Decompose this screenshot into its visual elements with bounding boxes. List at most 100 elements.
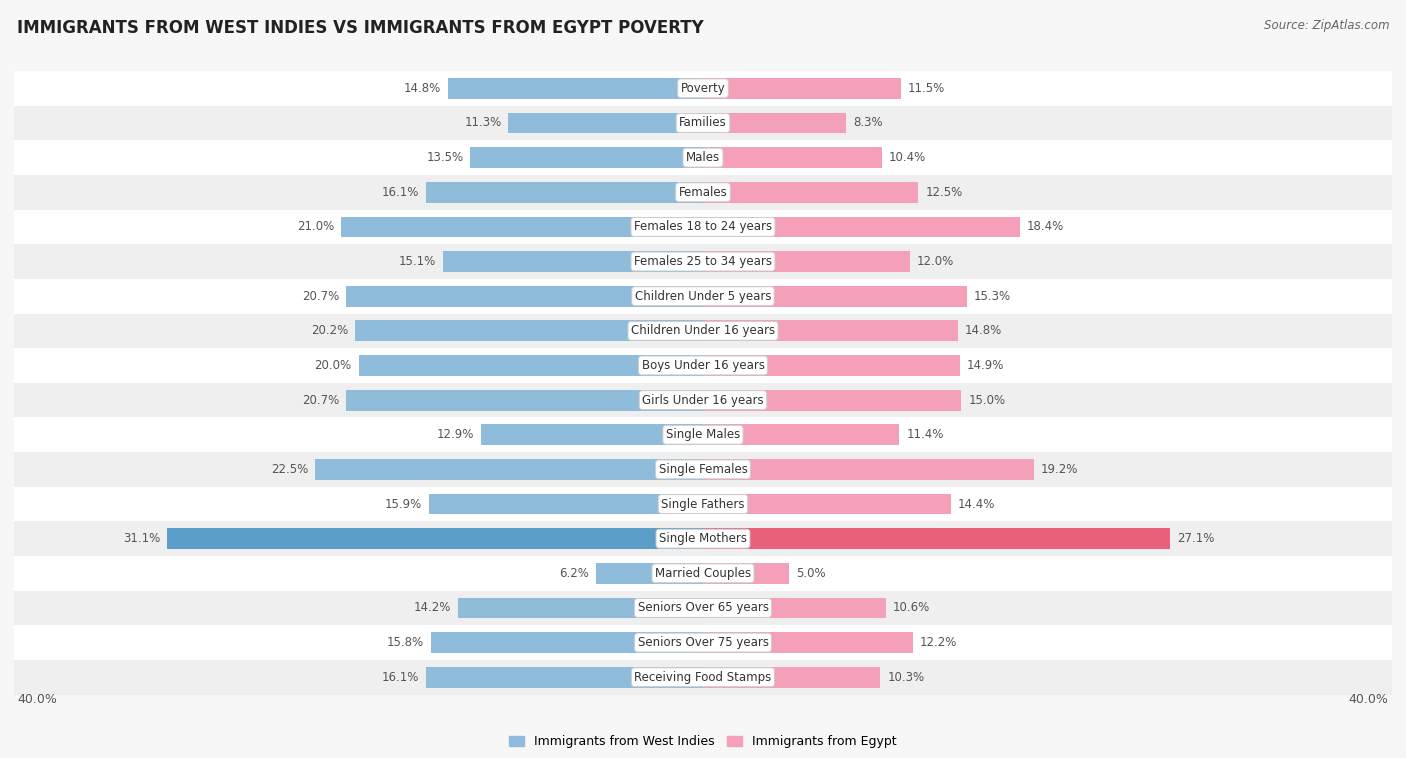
Bar — [703, 286, 966, 306]
Text: Children Under 16 years: Children Under 16 years — [631, 324, 775, 337]
Text: 20.7%: 20.7% — [302, 290, 340, 302]
Bar — [703, 355, 960, 376]
Bar — [703, 321, 957, 341]
Bar — [471, 147, 703, 168]
Text: 20.0%: 20.0% — [315, 359, 352, 372]
Text: 12.9%: 12.9% — [436, 428, 474, 441]
Bar — [443, 251, 703, 272]
Text: 13.5%: 13.5% — [426, 151, 464, 164]
Bar — [703, 667, 880, 688]
Bar — [14, 522, 1392, 556]
Bar — [356, 321, 703, 341]
Bar — [449, 78, 703, 99]
Bar — [14, 556, 1392, 590]
Text: Seniors Over 75 years: Seniors Over 75 years — [637, 636, 769, 649]
Text: 15.1%: 15.1% — [399, 255, 436, 268]
Text: Receiving Food Stamps: Receiving Food Stamps — [634, 671, 772, 684]
Bar — [430, 632, 703, 653]
Text: Source: ZipAtlas.com: Source: ZipAtlas.com — [1264, 19, 1389, 32]
Text: IMMIGRANTS FROM WEST INDIES VS IMMIGRANTS FROM EGYPT POVERTY: IMMIGRANTS FROM WEST INDIES VS IMMIGRANT… — [17, 19, 703, 37]
Bar — [596, 563, 703, 584]
Bar — [14, 383, 1392, 418]
Bar — [14, 140, 1392, 175]
Bar — [703, 528, 1170, 549]
Text: 14.2%: 14.2% — [415, 601, 451, 615]
Bar — [703, 182, 918, 202]
Text: 10.3%: 10.3% — [887, 671, 924, 684]
Bar — [509, 113, 703, 133]
Bar — [14, 625, 1392, 660]
Bar — [703, 390, 962, 411]
Text: 22.5%: 22.5% — [271, 463, 308, 476]
Text: 12.0%: 12.0% — [917, 255, 953, 268]
Bar — [346, 286, 703, 306]
Bar — [703, 632, 912, 653]
Bar — [14, 487, 1392, 522]
Text: 11.3%: 11.3% — [464, 117, 502, 130]
Text: Males: Males — [686, 151, 720, 164]
Text: Single Fathers: Single Fathers — [661, 497, 745, 511]
Text: Boys Under 16 years: Boys Under 16 years — [641, 359, 765, 372]
Text: Girls Under 16 years: Girls Under 16 years — [643, 393, 763, 406]
Text: 21.0%: 21.0% — [297, 221, 335, 233]
Bar — [14, 71, 1392, 105]
Text: 12.5%: 12.5% — [925, 186, 963, 199]
Bar — [342, 217, 703, 237]
Bar — [14, 660, 1392, 694]
Text: Seniors Over 65 years: Seniors Over 65 years — [637, 601, 769, 615]
Text: 11.5%: 11.5% — [908, 82, 945, 95]
Bar — [703, 113, 846, 133]
Bar — [167, 528, 703, 549]
Text: 20.2%: 20.2% — [311, 324, 349, 337]
Text: 10.4%: 10.4% — [889, 151, 927, 164]
Text: 15.8%: 15.8% — [387, 636, 425, 649]
Text: Single Males: Single Males — [666, 428, 740, 441]
Bar — [703, 424, 900, 445]
Bar — [14, 279, 1392, 314]
Bar — [14, 452, 1392, 487]
Bar — [315, 459, 703, 480]
Bar — [703, 217, 1019, 237]
Bar — [426, 667, 703, 688]
Bar — [14, 590, 1392, 625]
Text: 14.4%: 14.4% — [957, 497, 995, 511]
Text: 14.8%: 14.8% — [965, 324, 1002, 337]
Text: 11.4%: 11.4% — [907, 428, 943, 441]
Bar — [481, 424, 703, 445]
Bar — [426, 182, 703, 202]
Text: 27.1%: 27.1% — [1177, 532, 1213, 545]
Text: Poverty: Poverty — [681, 82, 725, 95]
Bar — [346, 390, 703, 411]
Text: 15.9%: 15.9% — [385, 497, 422, 511]
Text: 6.2%: 6.2% — [560, 567, 589, 580]
Bar — [703, 597, 886, 619]
Bar — [14, 418, 1392, 452]
Bar — [14, 210, 1392, 244]
Bar — [429, 493, 703, 515]
Text: 18.4%: 18.4% — [1026, 221, 1064, 233]
Text: 31.1%: 31.1% — [124, 532, 160, 545]
Bar — [703, 147, 882, 168]
Text: 15.3%: 15.3% — [973, 290, 1011, 302]
Bar — [703, 251, 910, 272]
Bar — [703, 493, 950, 515]
Bar — [14, 348, 1392, 383]
Text: 20.7%: 20.7% — [302, 393, 340, 406]
Text: 12.2%: 12.2% — [920, 636, 957, 649]
Text: Married Couples: Married Couples — [655, 567, 751, 580]
Bar — [359, 355, 703, 376]
Text: Single Females: Single Females — [658, 463, 748, 476]
Text: Single Mothers: Single Mothers — [659, 532, 747, 545]
Bar — [14, 314, 1392, 348]
Text: 19.2%: 19.2% — [1040, 463, 1078, 476]
Text: 16.1%: 16.1% — [381, 671, 419, 684]
Bar — [703, 78, 901, 99]
Bar — [14, 244, 1392, 279]
Text: Females 18 to 24 years: Females 18 to 24 years — [634, 221, 772, 233]
Legend: Immigrants from West Indies, Immigrants from Egypt: Immigrants from West Indies, Immigrants … — [505, 731, 901, 753]
Bar — [703, 459, 1033, 480]
Text: 14.9%: 14.9% — [966, 359, 1004, 372]
Text: Families: Families — [679, 117, 727, 130]
Text: Females 25 to 34 years: Females 25 to 34 years — [634, 255, 772, 268]
Text: 10.6%: 10.6% — [893, 601, 929, 615]
